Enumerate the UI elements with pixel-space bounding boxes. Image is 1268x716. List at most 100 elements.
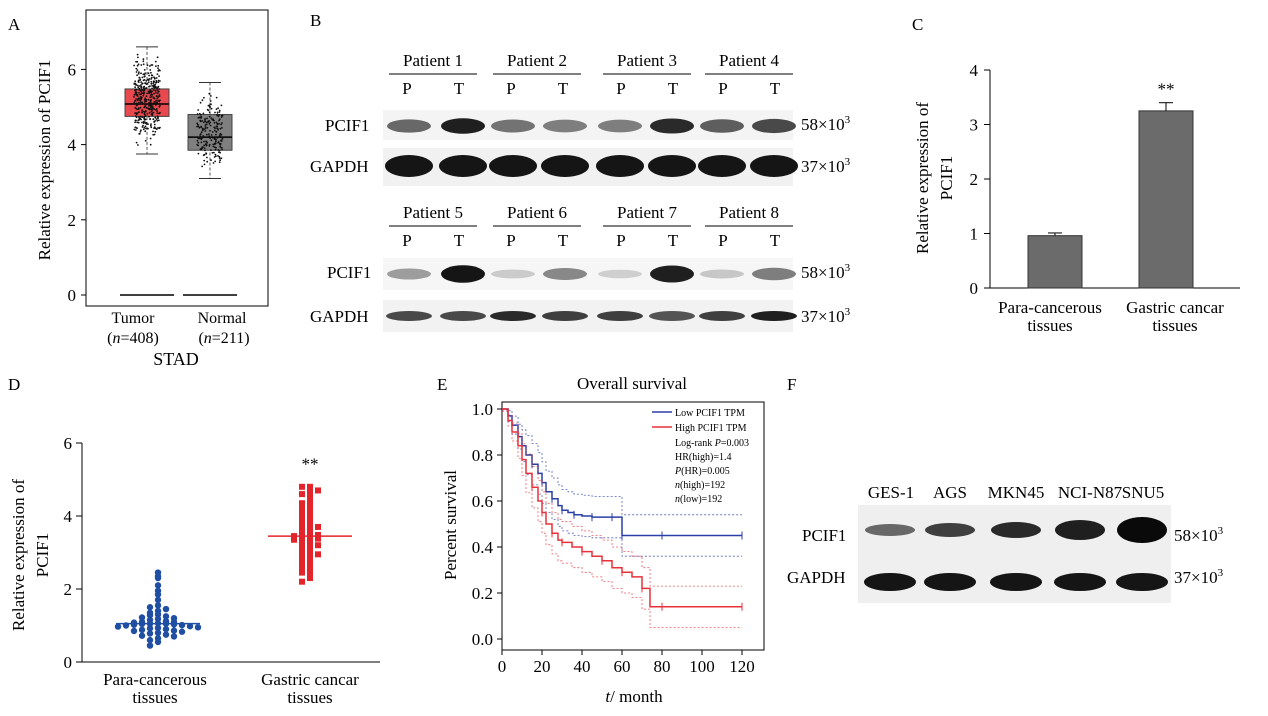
panel-b-row1-gapdh-size: 37×103 — [801, 156, 851, 176]
panel-a-point — [135, 88, 138, 91]
panel-a-point — [137, 119, 140, 122]
panel-a-point — [156, 73, 159, 75]
panel-a-point — [138, 91, 140, 94]
panel-a-point — [218, 109, 221, 112]
panel-d-point-gastric — [299, 564, 305, 571]
panel-f-band-pcif1 — [991, 522, 1041, 538]
panel-a-point — [133, 64, 136, 67]
panel-a-point — [136, 53, 139, 56]
panel-a-point — [159, 111, 161, 114]
panel-a-point — [206, 160, 209, 163]
panel-a-point — [210, 107, 213, 110]
panel-a-point — [196, 113, 199, 115]
panel-a-point — [154, 116, 157, 119]
panel-e-ci-band — [502, 408, 742, 587]
panel-a-point — [206, 133, 208, 136]
panel-d-point-para — [186, 623, 194, 630]
panel-a-point — [200, 115, 203, 118]
panel-a-point — [138, 76, 141, 79]
panel-e-stat-line: n(low)=192 — [675, 494, 722, 505]
panel-f-gapdh-size: 37×103 — [1174, 567, 1224, 587]
panel-a-point — [197, 123, 199, 126]
panel-a-point — [217, 115, 220, 118]
panel-f-cell-line-label: MKN45 — [988, 483, 1045, 502]
panel-b-band-pcif1-row2 — [441, 265, 485, 283]
panel-a-point — [140, 81, 143, 83]
panel-a-point — [139, 130, 142, 133]
panel-a-point — [218, 155, 221, 158]
panel-c-y-tick-label: 2 — [970, 170, 979, 189]
panel-c-bars: ** — [1027, 80, 1194, 289]
panel-d-point-gastric — [307, 494, 313, 501]
panel-a-point — [133, 101, 136, 104]
panel-b-lane-p: P — [402, 231, 411, 250]
panel-d-point-para — [146, 642, 154, 649]
panel-d-point-gastric — [307, 513, 313, 519]
panel-d-point-gastric — [299, 527, 305, 534]
panel-a-point — [150, 78, 153, 80]
panel-b-lane-t: T — [558, 231, 569, 250]
panel-a-point — [198, 137, 201, 140]
panel-d-point-para — [162, 605, 170, 613]
panel-a-point — [201, 146, 204, 149]
panel-a-point — [155, 77, 158, 79]
panel-a-point — [133, 128, 136, 131]
panel-a-y-tick-label: 0 — [68, 286, 77, 305]
panel-a-point — [196, 144, 199, 146]
panel-b-band-gapdh-row2 — [649, 311, 695, 321]
panel-c-y-tick-label: 0 — [970, 279, 979, 298]
panel-a-point — [134, 126, 137, 129]
panel-a-point — [198, 112, 201, 115]
panel-a-point — [136, 93, 139, 96]
panel-d-point-gastric — [315, 535, 321, 542]
panel-a-point — [135, 119, 137, 122]
panel-a-point — [153, 101, 156, 103]
panel-e-ci-band — [502, 408, 742, 516]
panel-a-point — [147, 72, 150, 74]
panel-c-category-1-line2: tissues — [1027, 316, 1072, 335]
panel-a-point — [210, 95, 212, 97]
panel-a-point — [159, 102, 161, 105]
panel-a-point — [134, 115, 137, 117]
panel-a-point — [147, 90, 150, 93]
panel-a-point — [144, 105, 147, 107]
panel-a-point — [148, 115, 150, 118]
panel-b-band-gapdh-row2 — [699, 311, 745, 321]
panel-d-point-gastric — [299, 549, 305, 556]
panel-a-point — [152, 133, 155, 136]
panel-a-point — [151, 87, 154, 90]
panel-a-point — [221, 148, 224, 151]
panel-a-point — [135, 71, 138, 73]
panel-a-point — [197, 109, 200, 111]
panel-a-point — [219, 132, 222, 135]
panel-a-point — [209, 106, 211, 109]
panel-b-band-pcif1-row1 — [598, 119, 642, 133]
panel-a-point — [203, 144, 206, 147]
panel-a-point — [157, 96, 159, 99]
panel-d-point-para — [130, 621, 138, 628]
panel-d-category-1-line1: Para-cancerous — [103, 670, 207, 689]
panel-a-point — [217, 141, 220, 144]
panel-a-point — [210, 103, 212, 106]
panel-a-point — [135, 141, 138, 144]
panel-a-point — [143, 73, 146, 76]
panel-d-point-para — [170, 627, 178, 634]
panel-d-point-gastric — [307, 516, 313, 523]
panel-d-point-para — [154, 582, 162, 589]
panel-f-pcif1-label: PCIF1 — [802, 526, 846, 545]
panel-a-point — [150, 106, 152, 109]
panel-f-band-pcif1 — [925, 523, 975, 537]
panel-a-point — [149, 94, 152, 96]
panel-e-stat-line: P(HR)=0.005 — [674, 466, 730, 477]
panel-a-point — [133, 96, 135, 98]
panel-d-point-gastric — [299, 518, 305, 525]
panel-a-point — [141, 101, 144, 104]
panel-a-point — [205, 140, 207, 143]
panel-b-band-gapdh-row1 — [489, 155, 537, 177]
panel-a-point — [135, 102, 138, 105]
panel-a-point — [144, 139, 147, 142]
panel-a-point — [135, 84, 138, 86]
panel-a-point — [221, 114, 224, 117]
panel-a-point — [210, 139, 213, 142]
